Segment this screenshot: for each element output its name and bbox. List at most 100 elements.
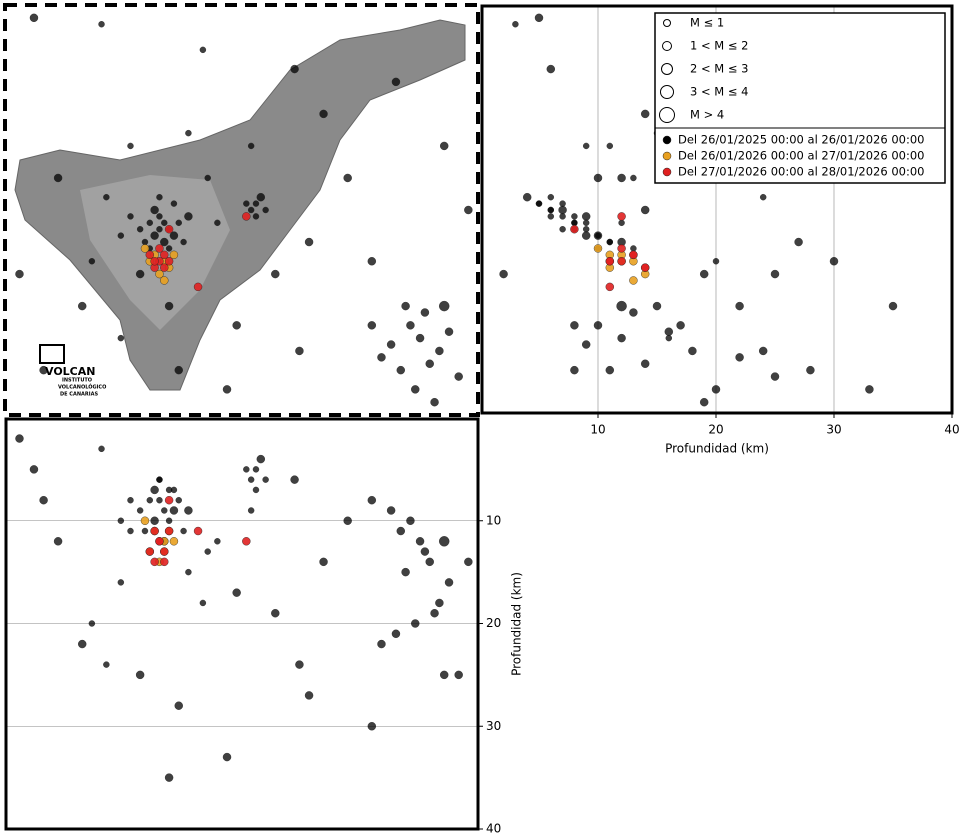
event-dot [435,598,444,608]
event-dot [794,237,803,247]
event-dot [583,142,590,150]
event-dot [367,722,377,731]
event-dot [641,109,650,119]
event-dot [117,334,125,342]
event-dot [391,629,401,638]
event-dot [247,476,255,483]
event-dot [204,548,211,555]
map-events [15,13,473,407]
event-dot [605,257,614,266]
event-dot [641,359,650,368]
event-dot [252,466,260,473]
event-dot [629,276,638,285]
event-dot [117,579,125,586]
y-tick-label: 40 [486,822,501,835]
y-tick-label: 10 [486,513,501,527]
event-dot [164,257,174,266]
event-dot [605,282,614,292]
event-dot [150,557,159,567]
event-dot [127,142,134,150]
event-dot [15,269,24,279]
event-dot [571,213,578,220]
event-dot [156,193,163,201]
event-dot [605,365,614,375]
event-dot [386,340,396,349]
event-dot [367,257,377,266]
event-dot [700,269,709,279]
event-dot [170,486,178,494]
event-dot [160,557,169,567]
event-dot [629,308,638,317]
event-dot [247,142,255,150]
event-dot [232,588,241,597]
event-dot [440,141,449,151]
event-dot [420,308,430,317]
event-dot [629,250,638,260]
event-dot [53,173,63,183]
event-dot [247,507,255,514]
event-dot [406,321,415,330]
map-frame [3,3,480,417]
event-dot [164,773,174,782]
event-dot [534,13,544,23]
event-dot [617,212,626,221]
event-dot [15,434,24,443]
event-dot [700,397,709,407]
legend-size [662,41,672,51]
bottom-events [15,434,473,782]
island [14,19,466,391]
event-dot [570,365,579,375]
event-dot [641,263,650,272]
event-dot [406,516,415,525]
event-dot [29,465,39,474]
legend-label: 1 < M ≤ 2 [690,39,748,53]
event-dot [117,232,125,239]
event-dot [439,536,450,547]
legend-label: 2 < M ≤ 3 [690,62,748,76]
event-dot [141,527,149,535]
event-dot [164,225,174,234]
event-dot [165,517,173,524]
legend-swatch [662,167,672,177]
event-dot [140,516,150,525]
bottom-frame [4,417,480,831]
event-dot [582,340,591,349]
event-dot [547,193,554,201]
legend-size [659,107,675,123]
logo-line: VOLCANOLÓGICO [58,384,106,391]
legend-swatch [662,151,672,161]
logo: VOLCAN INSTITUTO VOLCANOLÓGICO DE CANARI… [39,344,106,398]
event-dot [214,538,221,545]
event-dot [150,485,159,495]
event-dot [160,263,169,272]
event-dot [617,173,626,183]
x-tick-label: 20 [708,423,723,437]
event-dot [164,496,174,505]
event-dot [571,219,578,227]
event-dot [391,77,401,87]
event-dot [735,301,744,311]
event-dot [146,219,153,227]
x-axis-label: Profundidad (km) [665,442,769,456]
event-dot [222,385,232,394]
event-dot [829,257,839,266]
event-dot [295,660,304,669]
event-dot [232,321,241,330]
event-dot [156,497,163,504]
event-dot [523,192,532,202]
event-dot [150,516,159,525]
event-dot [222,752,232,762]
event-dot [185,129,192,137]
y-tick-label: 30 [486,719,501,733]
event-dot [290,64,299,74]
event-dot [377,639,386,649]
event-dot [53,537,63,546]
event-dot [304,691,314,700]
legend-swatch [662,135,672,145]
event-dot [247,206,255,214]
event-dot [735,353,744,362]
event-dot [512,21,519,28]
legend-label: 3 < M ≤ 4 [690,85,748,99]
event-dot [499,269,508,279]
event-dot [664,327,673,336]
